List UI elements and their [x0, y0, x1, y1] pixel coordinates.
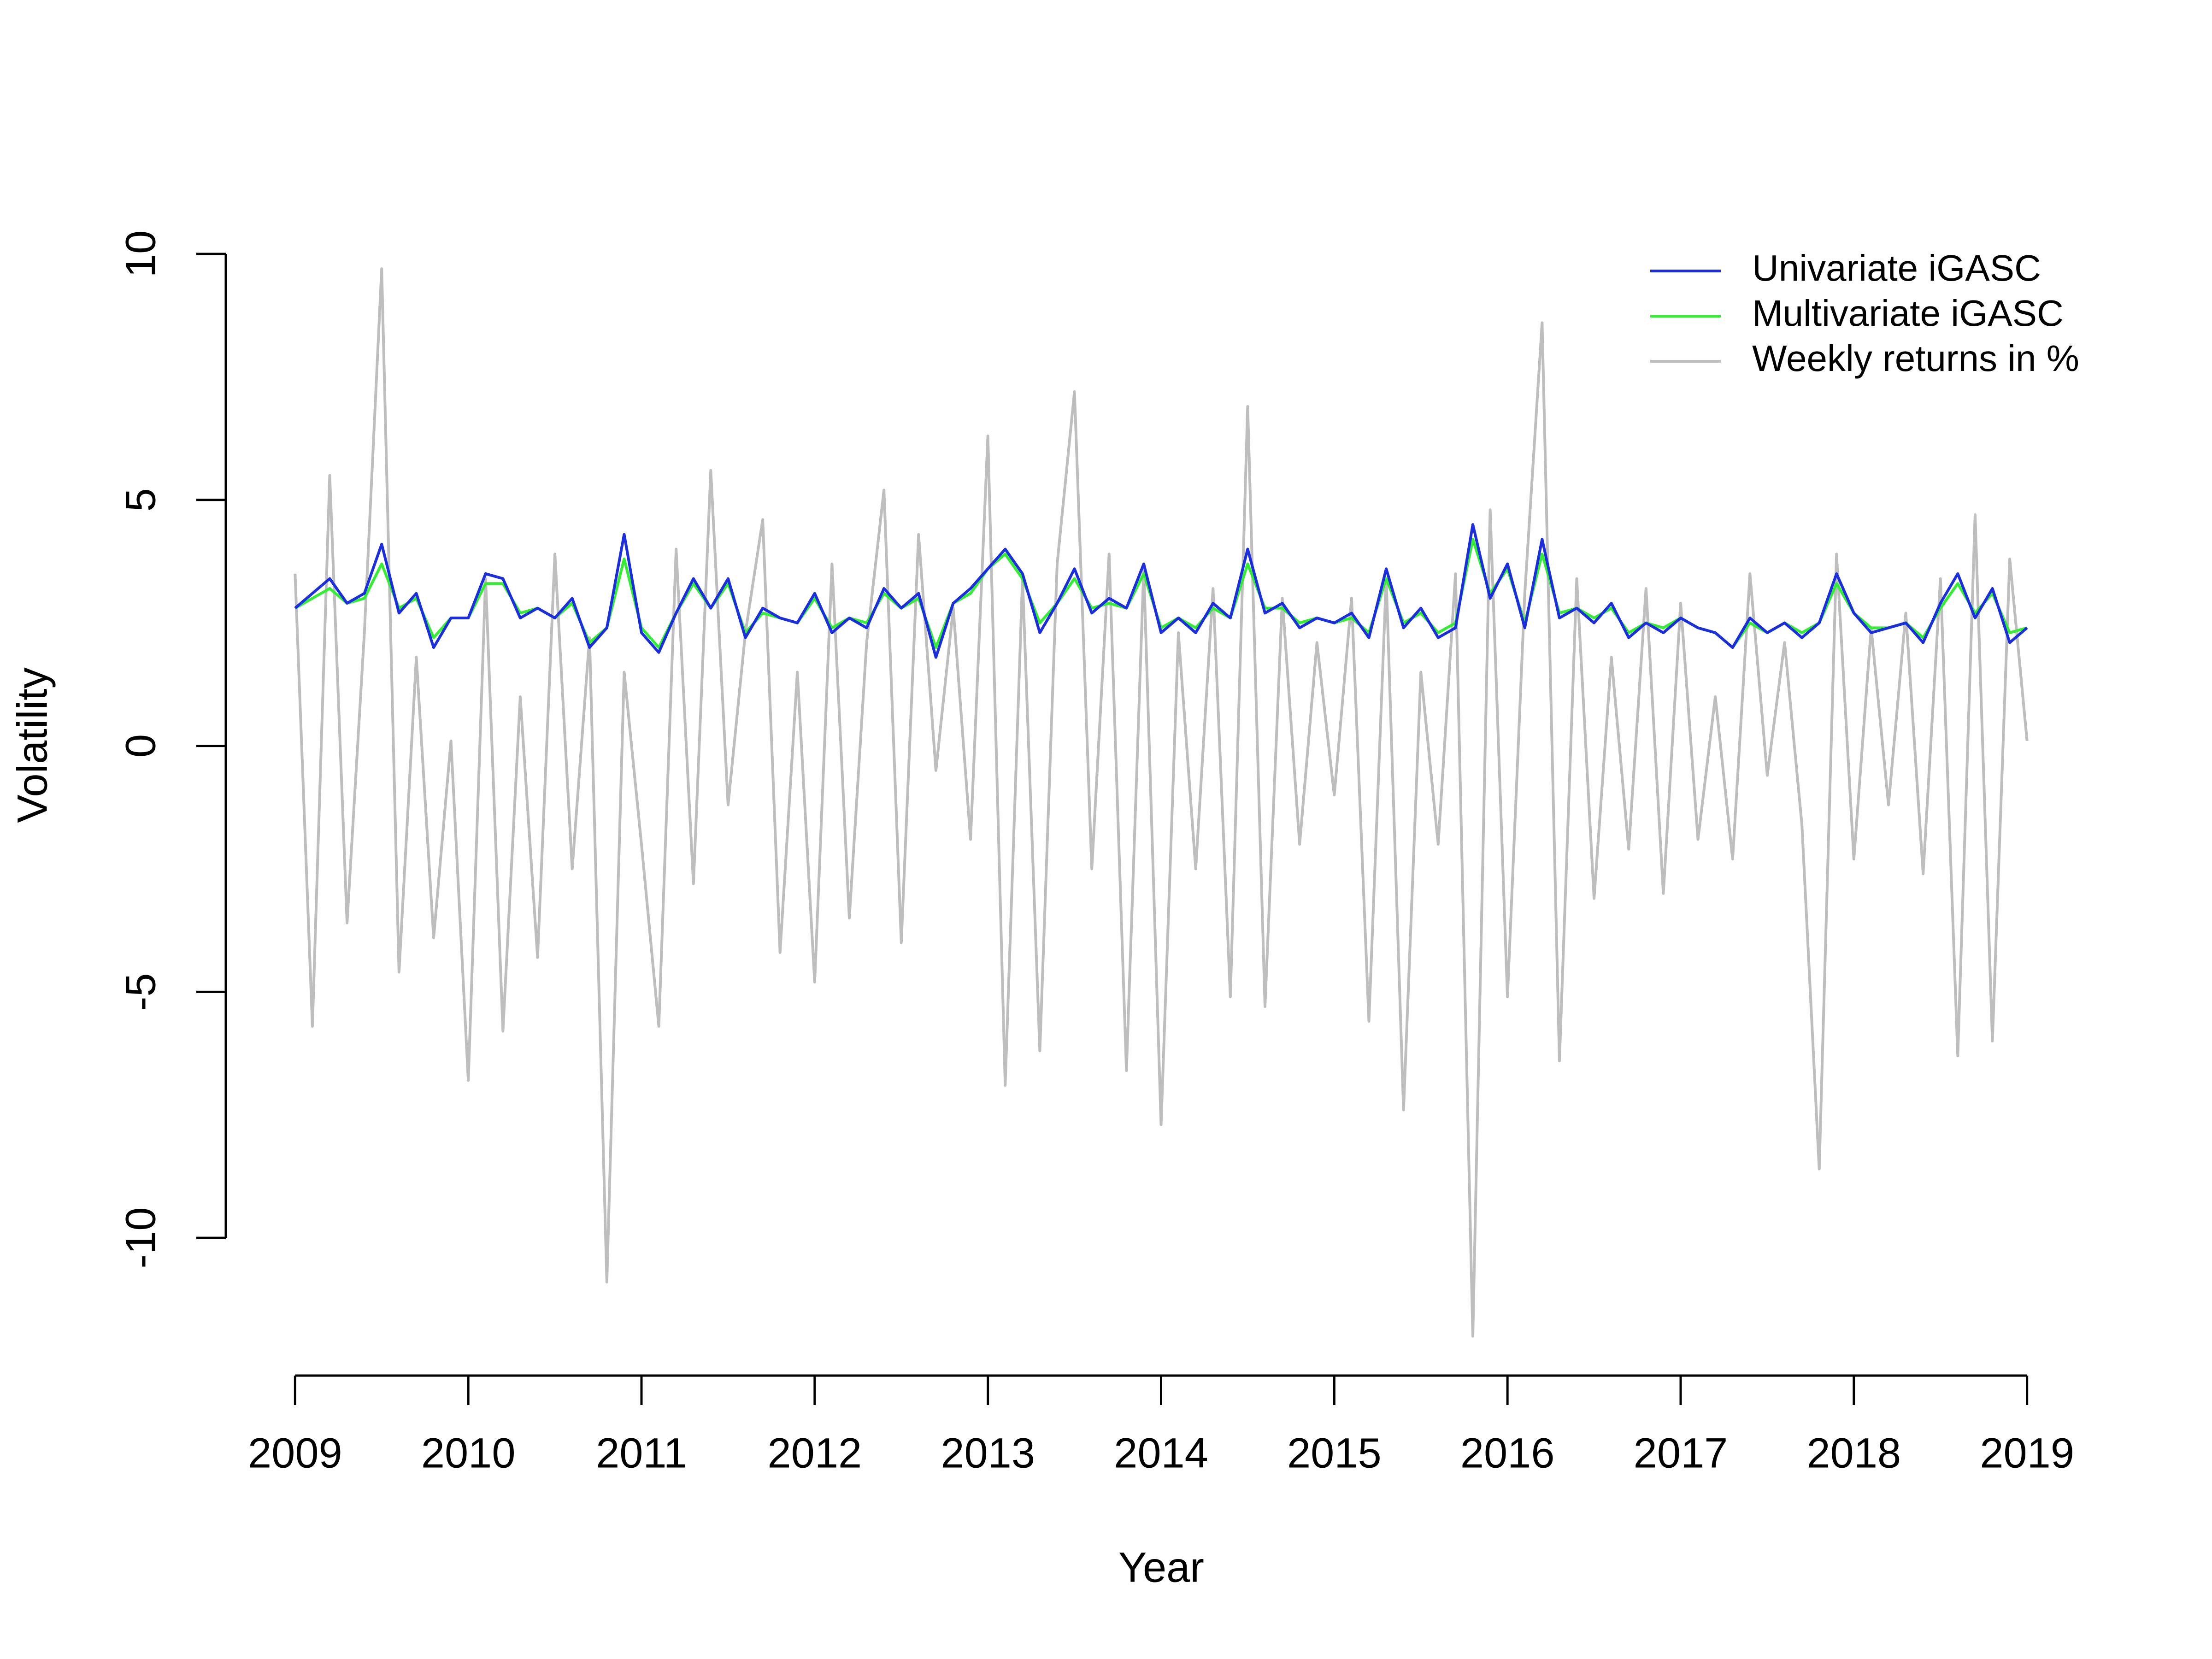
x-tick-label: 2016 — [1460, 1430, 1555, 1477]
y-tick-label: 0 — [117, 734, 164, 758]
x-tick-label: 2011 — [596, 1430, 687, 1477]
series-line — [294, 523, 2028, 659]
x-tick-label: 2017 — [1634, 1430, 1728, 1477]
x-tick-label: 2012 — [767, 1430, 862, 1477]
x-tick-label: 2018 — [1806, 1430, 1901, 1477]
y-tick-label: 10 — [117, 230, 164, 277]
legend-label: Univariate iGASC — [1752, 247, 2041, 288]
x-tick-label: 2013 — [941, 1430, 1035, 1477]
y-tick-label: -10 — [117, 1207, 164, 1269]
x-tick-label: 2010 — [421, 1430, 516, 1477]
x-tick-label: 2019 — [1980, 1430, 2074, 1477]
y-tick-label: 5 — [117, 488, 164, 512]
x-tick-label: 2015 — [1287, 1430, 1382, 1477]
legend-label: Weekly returns in % — [1752, 338, 2079, 379]
x-tick-label: 2014 — [1114, 1430, 1208, 1477]
x-axis-label: Year — [1118, 1544, 1204, 1591]
y-tick-label: -5 — [117, 973, 164, 1011]
y-axis-label: Volatility — [9, 667, 56, 823]
series-line — [294, 267, 2029, 1338]
x-tick-label: 2009 — [248, 1430, 342, 1477]
legend-label: Multivariate iGASC — [1752, 293, 2064, 334]
